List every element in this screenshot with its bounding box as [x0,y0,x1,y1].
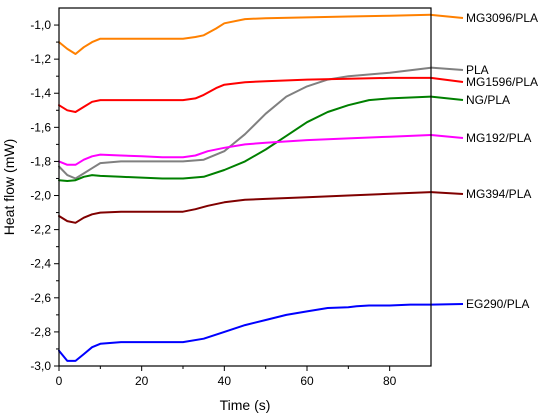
y-tick-label: -2,4 [30,257,51,271]
y-tick-label: -3,0 [30,359,51,373]
legend-connector [430,191,464,195]
legend-label: MG1596/PLA [466,75,538,89]
ticks-layer: 0 20 40 60 80 -3,0 -2,8 -2,6 -2,4 -2,2 -2,0 -1,8 -1,… [30,18,396,388]
legend-connector [430,134,464,139]
y-tick-label: -1,4 [30,86,51,100]
legend-label: PLA [466,63,489,77]
series-line-mg3096-pla [58,13,432,55]
series-line-pla [58,66,432,180]
x-tick-label: 80 [383,374,397,388]
series-layer [58,13,432,362]
x-tick-label: 40 [218,374,232,388]
series-line-mg1596-pla [58,76,432,113]
series-line-eg290-pla [58,303,432,362]
x-tick-label: 20 [135,374,149,388]
legend-connector [430,13,464,19]
series-line-mg394-pla [58,191,432,224]
y-tick-label: -2,6 [30,291,51,305]
legend-label: MG3096/PLA [466,11,538,25]
legend-connector [430,95,464,101]
series-line-ng-pla [58,95,432,182]
legend-label: EG290/PLA [466,297,529,311]
y-tick-label: -1,0 [30,18,51,32]
y-tick-label: -1,8 [30,154,51,168]
y-tick-label: -2,2 [30,223,51,237]
series-line-mg192-pla [58,134,432,166]
y-tick-label: -2,8 [30,325,51,339]
y-axis-title: Heat flow (mW) [1,139,17,235]
legend-label: MG192/PLA [466,131,531,145]
x-tick-label: 60 [300,374,314,388]
x-tick-label: 0 [56,374,63,388]
plot-frame [58,7,432,367]
legend-connector [430,66,464,71]
legend-connector [430,303,464,306]
x-axis-title: Time (s) [220,397,271,413]
y-tick-label: -1,2 [30,52,51,66]
legend-label: NG/PLA [466,93,510,107]
legend-connector [430,76,464,83]
y-tick-label: -1,6 [30,120,51,134]
y-tick-label: -2,0 [30,189,51,203]
legend-label: MG394/PLA [466,187,531,201]
